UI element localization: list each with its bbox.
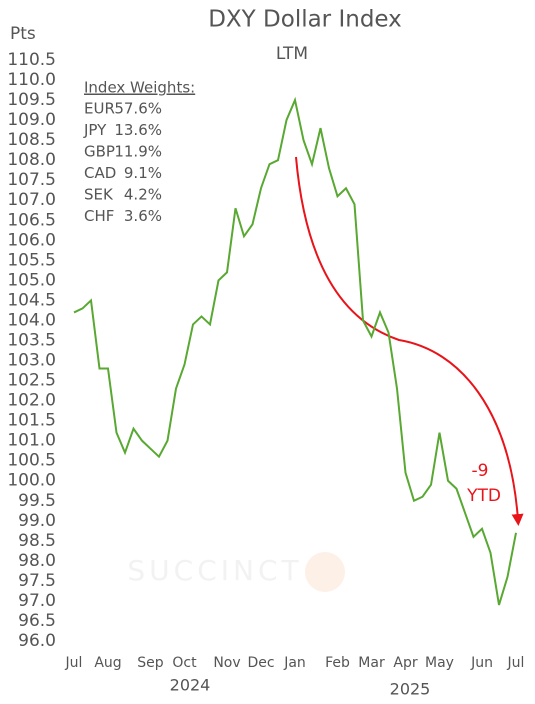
y-tick-label: 109.5: [7, 90, 56, 110]
x-tick-label: Apr: [393, 655, 417, 671]
y-tick-label: 104.5: [7, 290, 56, 310]
y-tick-label: 108.5: [7, 130, 56, 150]
x-tick-label: Nov: [213, 655, 240, 671]
weight-value: 11.9%: [114, 143, 162, 161]
y-tick-label: 97.5: [18, 571, 56, 591]
y-tick-label: 101.0: [7, 431, 56, 451]
y-tick-label: 105.5: [7, 250, 56, 270]
y-tick-label: 100.0: [7, 471, 56, 491]
watermark-logo: [305, 552, 345, 592]
y-tick-label: 110.5: [7, 50, 56, 70]
y-tick-label: 96.5: [18, 611, 56, 631]
chart-title: DXY Dollar Index: [208, 7, 402, 33]
y-tick-label: 102.0: [7, 391, 56, 411]
weights-title: Index Weights:: [84, 79, 195, 97]
x-tick-label: Jun: [470, 655, 493, 671]
year-label: 2025: [390, 680, 431, 699]
y-tick-label: 96.0: [18, 631, 56, 651]
x-tick-label: Aug: [94, 655, 121, 671]
watermark: SUCCINCT: [127, 554, 302, 587]
x-tick-label: May: [425, 655, 454, 671]
y-tick-label: 107.5: [7, 170, 56, 190]
weight-label: GBP: [84, 143, 115, 161]
weight-value: 13.6%: [114, 121, 162, 139]
weight-label: SEK: [84, 186, 114, 204]
weight-value: 9.1%: [124, 164, 162, 182]
y-tick-label: 108.0: [7, 150, 56, 170]
annotation: YTD: [466, 486, 501, 506]
y-tick-label: 97.0: [18, 591, 56, 611]
weight-label: CAD: [84, 164, 116, 182]
data-line: [73, 96, 517, 606]
y-tick-label: 104.0: [7, 310, 56, 330]
y-tick-label: 103.5: [7, 330, 56, 350]
y-tick-label: 110.0: [7, 70, 56, 90]
y-tick-label: 105.0: [7, 270, 56, 290]
y-axis-label: Pts: [10, 24, 36, 44]
y-tick-label: 99.5: [18, 491, 56, 511]
x-tick-label: Jul: [507, 655, 525, 671]
chart-subtitle: LTM: [276, 44, 308, 64]
weight-label: JPY: [83, 121, 107, 139]
y-tick-label: 98.5: [18, 531, 56, 551]
weight-value: 4.2%: [124, 186, 162, 204]
weights-box: Index Weights: EUR 57.6% JPY 13.6% GBP 11.9% CA…: [83, 79, 195, 226]
y-tick-label: 102.5: [7, 371, 56, 391]
y-tick-label: 107.0: [7, 190, 56, 210]
weight-value: 3.6%: [124, 207, 162, 225]
x-tick-label: Mar: [358, 655, 385, 671]
y-tick-label: 103.0: [7, 351, 56, 371]
trend-arrow: [295, 156, 524, 526]
annotation: -9: [472, 461, 489, 481]
y-tick-label: 99.0: [18, 511, 56, 531]
weight-label: CHF: [84, 207, 114, 225]
x-tick-label: Sep: [137, 655, 164, 671]
x-tick-label: Feb: [325, 655, 350, 671]
y-tick-label: 106.5: [7, 210, 56, 230]
y-tick-label: 100.5: [7, 451, 56, 471]
weight-value: 57.6%: [114, 100, 162, 118]
weight-label: EUR: [84, 100, 115, 118]
y-tick-label: 106.0: [7, 230, 56, 250]
x-tick-label: Dec: [247, 655, 274, 671]
x-tick-label: Jul: [65, 655, 83, 671]
x-tick-label: Oct: [172, 655, 197, 671]
year-label: 2024: [170, 676, 211, 695]
y-tick-label: 109.0: [7, 110, 56, 130]
y-tick-label: 98.0: [18, 551, 56, 571]
y-tick-label: 101.5: [7, 411, 56, 431]
x-tick-label: Jan: [283, 655, 306, 671]
